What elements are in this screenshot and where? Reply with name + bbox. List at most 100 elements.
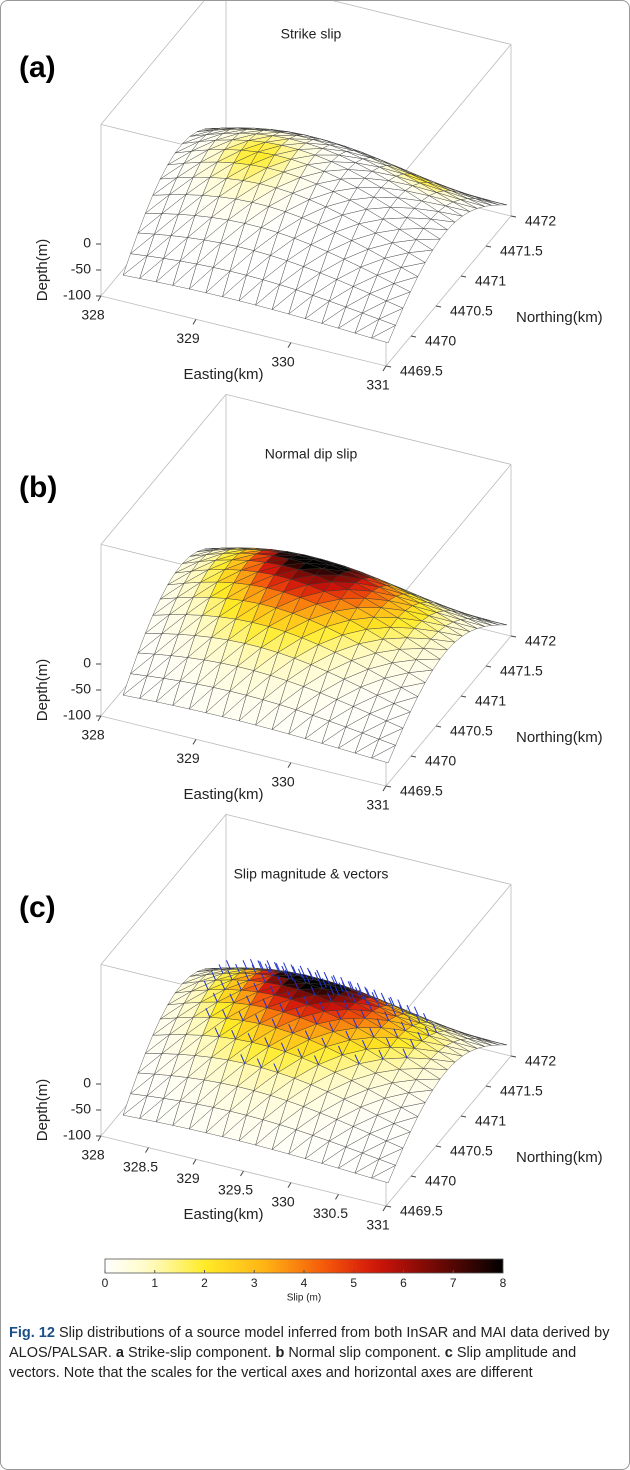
slip-vector [388, 997, 394, 1007]
y-tick-label: 4470.5 [450, 1143, 493, 1159]
y-tick-label: 4471 [475, 1113, 506, 1129]
slip-vector [293, 980, 299, 990]
slip-vector [262, 998, 268, 1008]
x-tick [287, 342, 292, 348]
slip-vector [284, 969, 290, 979]
y-tick [410, 1175, 417, 1178]
slip-vector [375, 997, 380, 1008]
slip-vector [286, 989, 292, 1000]
slip-vector [313, 1055, 319, 1065]
slip-vector [240, 1054, 246, 1064]
x-tick-label: 330 [271, 773, 295, 789]
box-edge [385, 215, 512, 367]
slip-vector [349, 981, 355, 991]
colorbar-tick-label: 3 [251, 1276, 258, 1290]
slip-vector [297, 968, 303, 978]
y-tick-label: 4471 [475, 693, 506, 709]
y-tick-label: 4470 [425, 333, 456, 349]
x-tick-label: 330 [271, 1193, 295, 1209]
z-tick-label: -50 [71, 261, 91, 277]
y-tick [435, 725, 442, 728]
slip-vector [378, 1049, 384, 1060]
panel-title: Normal dip slip [265, 446, 358, 462]
x-tick [287, 762, 292, 768]
slip-vector [288, 1023, 294, 1034]
x-tick-label: 328.5 [123, 1158, 158, 1174]
box-edge [100, 814, 227, 965]
slip-vector [308, 970, 314, 980]
slip-vector [345, 1030, 351, 1041]
panel: 328 328.5 329 329.5 330 330.5 331 4469.5 4470 447… [19, 814, 603, 1233]
slip-vector [325, 975, 331, 986]
panel: 328 329 330 331 4469.5 4470 4470.5 4471 4471.5 44… [19, 1, 603, 393]
slip-vector [352, 1018, 358, 1028]
y-tick [435, 1145, 442, 1148]
panel-label: (c) [19, 891, 56, 924]
slip-vector [347, 981, 353, 991]
slip-vector [307, 967, 313, 978]
slip-vector [292, 966, 298, 976]
x-tick-label: 328 [81, 307, 105, 323]
slip-vector [373, 989, 379, 999]
slip-vector [275, 962, 281, 973]
y-tick-label: 4471 [475, 273, 506, 289]
slip-vector [399, 1004, 404, 1015]
slip-vector [281, 965, 287, 976]
slip-vector [336, 1009, 342, 1020]
slip-vector [244, 971, 250, 981]
y-tick-label: 4471.5 [500, 1083, 543, 1099]
slip-vector [249, 958, 255, 969]
slip-vector [268, 966, 274, 976]
y-tick-label: 4471.5 [500, 663, 543, 679]
slip-vector [321, 1037, 327, 1047]
slip-vector [295, 1008, 301, 1018]
caption-item-key: c [444, 1345, 453, 1361]
y-tick-label: 4469.5 [400, 363, 443, 379]
slip-vector [260, 973, 266, 983]
slip-vector [218, 964, 224, 974]
slip-vector [351, 993, 357, 1003]
slip-vector [317, 979, 323, 989]
panel-title: Slip magnitude & vectors [234, 866, 389, 882]
slip-vector [367, 1002, 373, 1012]
slip-vector [389, 996, 395, 1007]
colorbar-tick-label: 8 [500, 1276, 507, 1290]
slip-vector [290, 964, 296, 974]
x-tick [192, 319, 197, 325]
slip-vector [391, 1006, 397, 1017]
y-tick [460, 695, 467, 698]
slip-vector [343, 1000, 349, 1010]
slip-vector [406, 1004, 412, 1015]
slip-vector [321, 978, 327, 988]
x-tick [145, 1147, 149, 1153]
mesh-face [482, 1039, 507, 1046]
slip-vector [355, 986, 360, 997]
slip-vector [409, 1039, 415, 1049]
y-tick [485, 245, 492, 248]
z-tick-label: -50 [71, 681, 91, 697]
mesh-face [466, 193, 491, 201]
x-tick [335, 1194, 339, 1200]
y-tick [460, 1115, 467, 1118]
slip-vector [273, 1063, 279, 1073]
slip-vector [345, 989, 351, 1000]
y-tick [460, 275, 467, 278]
mesh-face [482, 199, 507, 206]
box-edge [100, 1, 205, 125]
slip-vector [385, 1038, 391, 1048]
z-axis-title: Depth(m) [34, 239, 51, 302]
y-tick [410, 755, 417, 758]
y-tick-label: 4470.5 [450, 723, 493, 739]
slip-vector [331, 976, 337, 986]
y-tick [435, 305, 442, 308]
x-tick-label: 331 [366, 797, 390, 813]
slip-vector [371, 992, 377, 1002]
x-tick [240, 1170, 244, 1177]
slip-vector [382, 996, 388, 1006]
slip-vector [305, 974, 311, 984]
slip-vector [247, 1033, 253, 1043]
slip-vector [203, 980, 209, 991]
slip-vector [400, 1021, 406, 1031]
y-tick-label: 4470.5 [450, 303, 493, 319]
x-axis-title: Easting(km) [183, 366, 263, 383]
